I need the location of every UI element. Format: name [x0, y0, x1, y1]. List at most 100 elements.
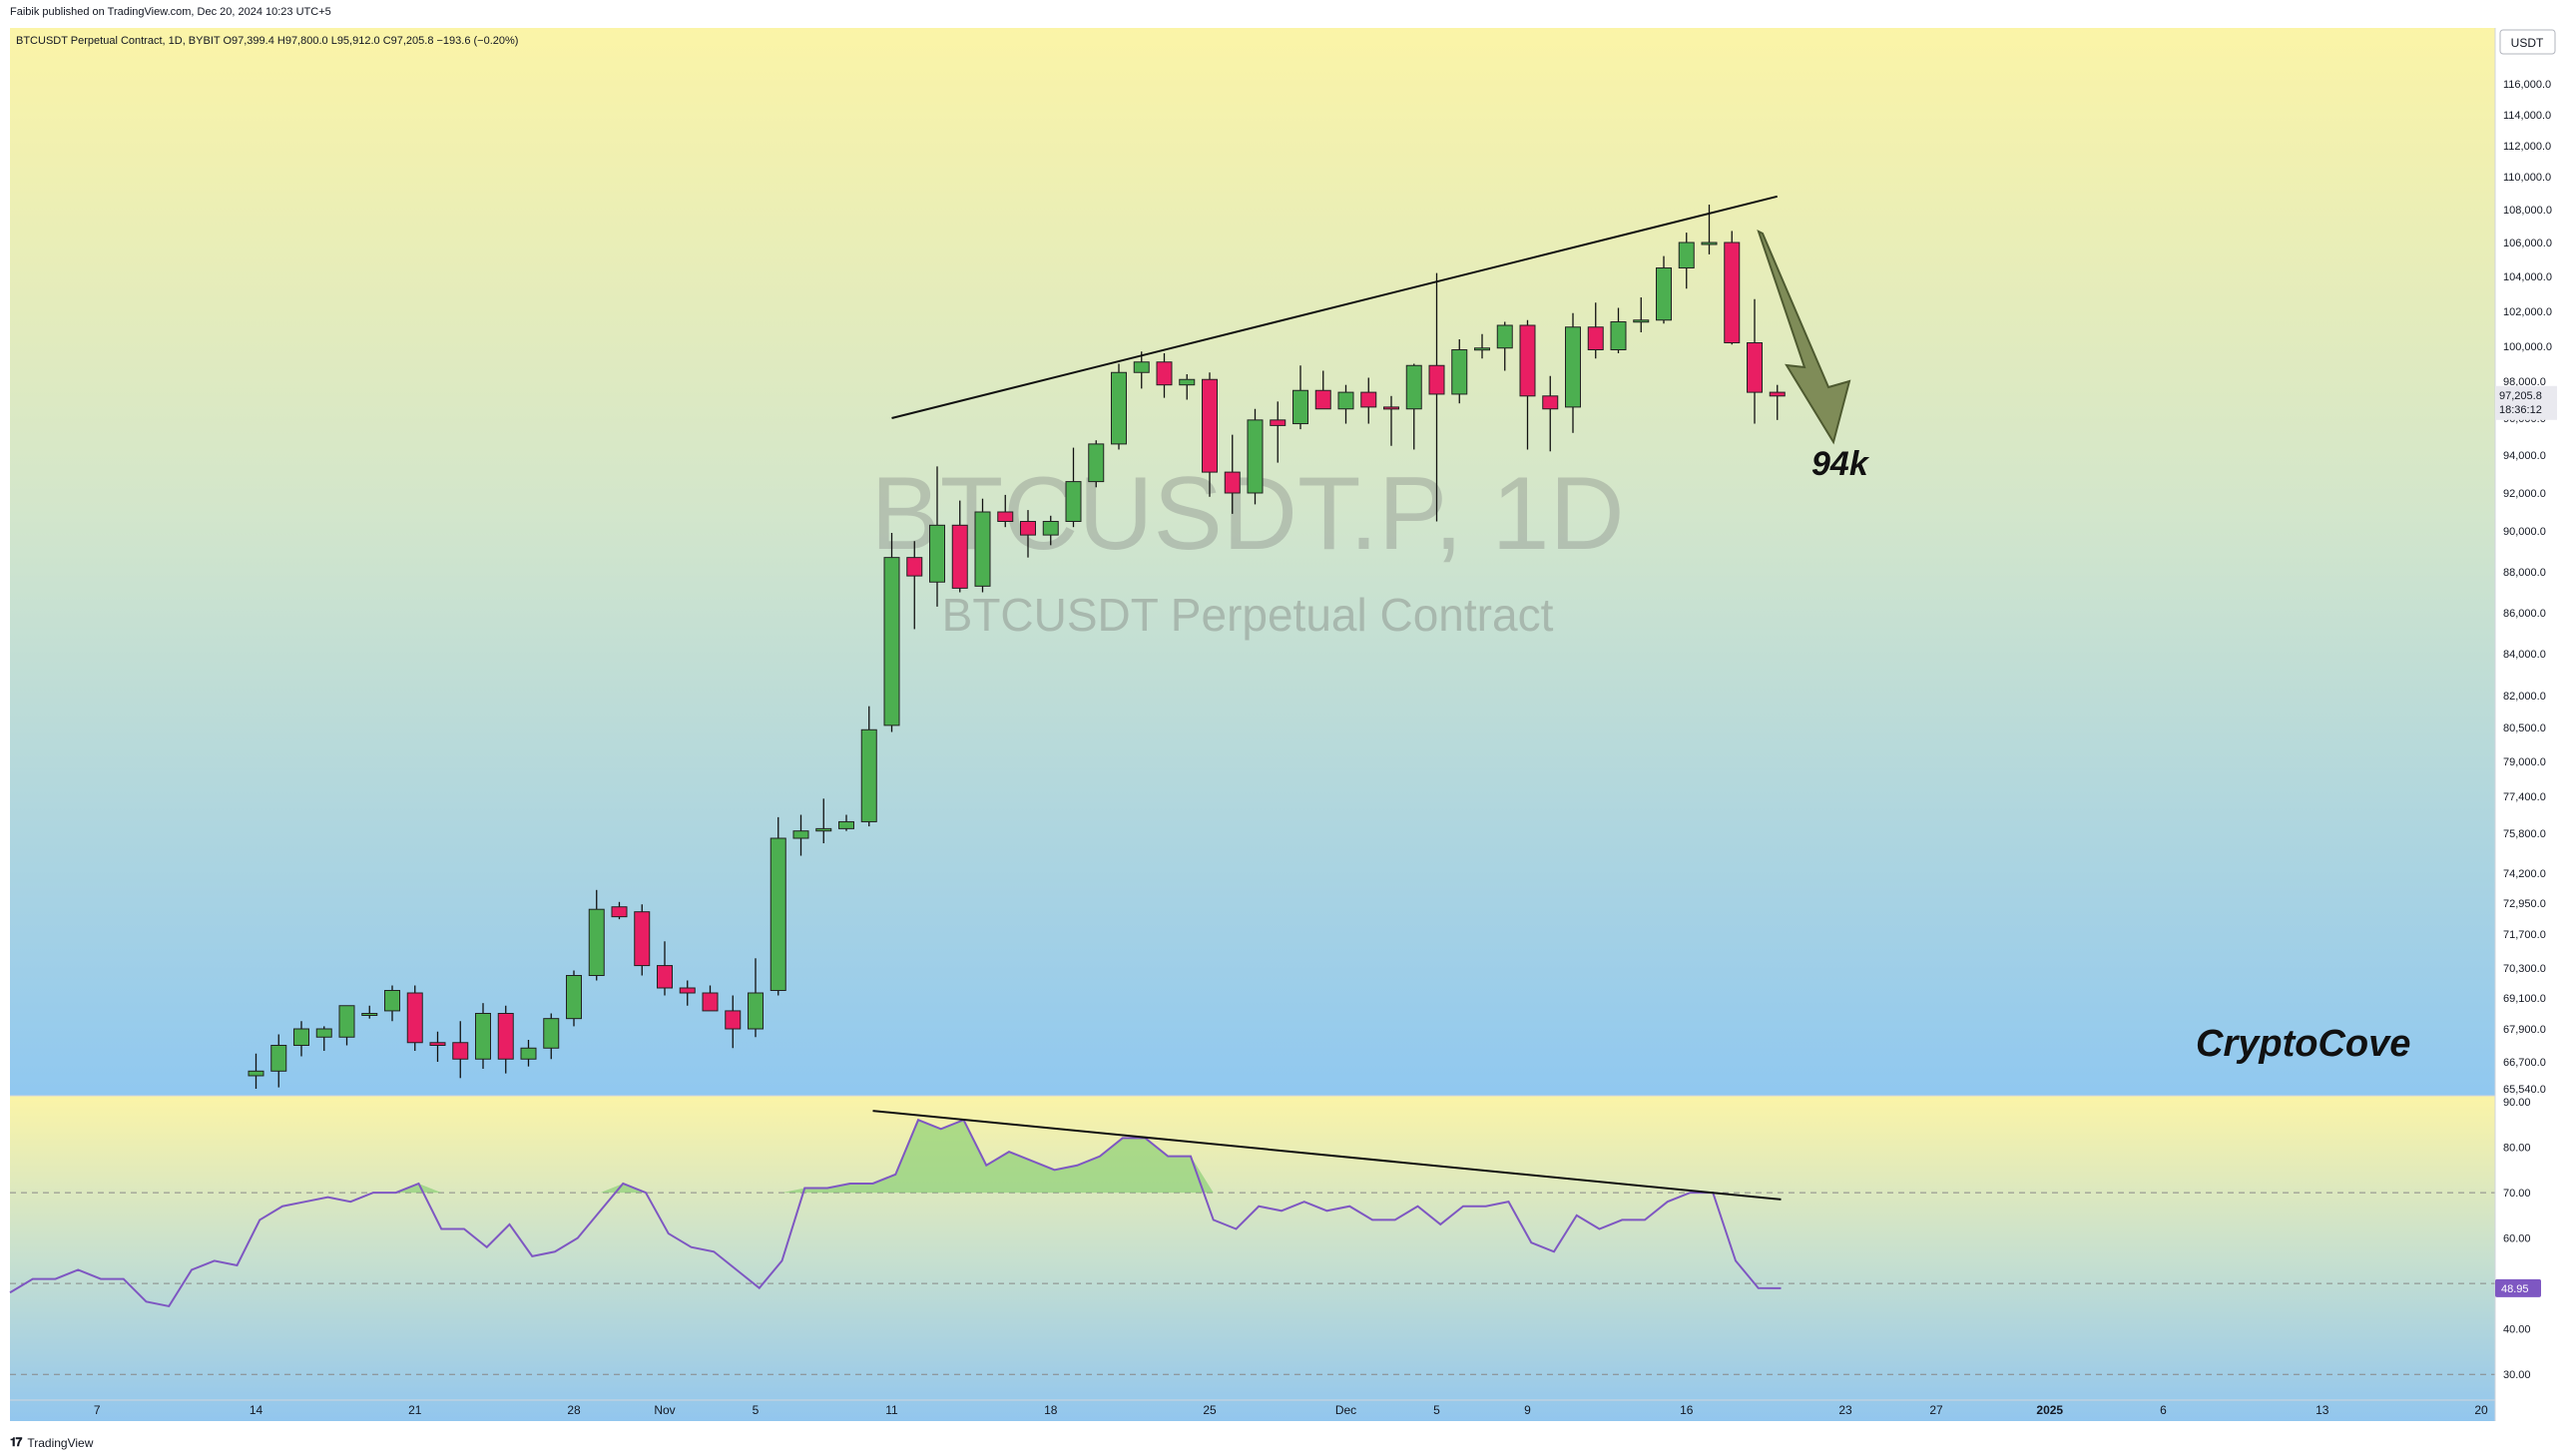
- candle: [566, 970, 582, 1027]
- candle-body-up: [1088, 443, 1105, 483]
- publisher-note: Faibik published on TradingView.com, Dec…: [10, 6, 331, 18]
- candle-body-up: [1179, 378, 1196, 386]
- price-tick-labels: 65,540.0 66,700.0 67,900.0 69,100.0 70,300.0…: [2503, 79, 2552, 1096]
- price-tick-label: 88,000.0: [2503, 567, 2546, 579]
- candle-body-up: [1678, 242, 1695, 268]
- price-tick-label: 70,300.0: [2503, 963, 2546, 975]
- candle: [1270, 401, 1287, 463]
- candle: [1519, 319, 1536, 450]
- time-tick-label: 5: [753, 1403, 760, 1417]
- candle: [361, 1005, 378, 1019]
- candle-body-up: [770, 837, 786, 991]
- candle-body-down: [1769, 391, 1786, 397]
- candle-body-up: [815, 827, 832, 832]
- time-tick-label: 23: [1838, 1403, 1852, 1417]
- candle-body-up: [1565, 326, 1581, 408]
- candle-body-down: [1360, 391, 1377, 408]
- candle: [883, 533, 900, 732]
- candle-body-down: [497, 1013, 514, 1060]
- candle: [838, 814, 854, 831]
- candle-body-down: [611, 906, 628, 918]
- candle-body-down: [951, 524, 968, 589]
- price-tick-label: 72,950.0: [2503, 898, 2546, 910]
- candle-countdown: 18:36:12: [2499, 404, 2542, 416]
- candle-body-down: [1020, 521, 1036, 536]
- candle-body-down: [634, 911, 651, 967]
- price-tick-label: 79,000.0: [2503, 756, 2546, 768]
- candle: [452, 1021, 469, 1079]
- candle-body-up: [1065, 481, 1082, 523]
- candle-body-down: [406, 992, 423, 1044]
- footer-brand[interactable]: 𝟏𝟕 TradingView: [10, 1435, 93, 1450]
- candle-body-down: [1270, 419, 1287, 426]
- candle: [520, 1040, 537, 1067]
- time-tick-label: 11: [885, 1403, 898, 1417]
- candle: [1496, 321, 1513, 371]
- candle: [792, 814, 809, 856]
- candle-body-down: [1202, 378, 1218, 473]
- target-label: 94k: [1811, 445, 1870, 483]
- candle-body-up: [1337, 391, 1354, 410]
- time-tick-label: Dec: [1335, 1403, 1356, 1417]
- time-scale[interactable]: 7 14 21 28 Nov 5 11 18 25 Dec 5 9 16 23 27 2025 6 13 20: [0, 1399, 2575, 1427]
- candle-body-up: [748, 992, 764, 1030]
- price-tick-label: 92,000.0: [2503, 488, 2546, 500]
- watermark-description: BTCUSDT Perpetual Contract: [942, 589, 1554, 641]
- candle-body-up: [1633, 319, 1650, 323]
- candle: [1678, 233, 1695, 289]
- last-price-marker: [2495, 385, 2557, 420]
- last-price-label: 97,205.8: [2499, 390, 2542, 402]
- candle-body-down: [1747, 342, 1763, 393]
- candle: [293, 1021, 309, 1057]
- candle-body-up: [1405, 364, 1422, 410]
- candle-body-down: [1587, 326, 1604, 350]
- candle-body-up: [1656, 267, 1672, 321]
- candle: [725, 995, 742, 1049]
- price-tick-label: 116,000.0: [2503, 79, 2551, 91]
- candle: [1587, 302, 1604, 359]
- price-scale[interactable]: USDT 65,540.0 66,700.0 67,900.0 69,100.0 70,…: [2494, 28, 2575, 1421]
- candle-body-up: [293, 1028, 309, 1046]
- time-tick-label: 5: [1433, 1403, 1440, 1417]
- price-scale-background: [2495, 28, 2575, 1421]
- candle-body-down: [725, 1010, 742, 1030]
- price-tick-label: 112,000.0: [2503, 141, 2551, 153]
- candle-body-down: [679, 987, 696, 994]
- candle-body-down: [1428, 364, 1445, 395]
- candle-body-up: [883, 557, 900, 727]
- candle: [929, 466, 945, 607]
- candle-body-down: [1519, 324, 1536, 397]
- candle: [1111, 363, 1127, 450]
- candle: [475, 1003, 491, 1069]
- candle: [951, 500, 968, 593]
- candle: [1224, 434, 1241, 514]
- candle: [1656, 255, 1672, 324]
- candle-body-up: [543, 1018, 560, 1049]
- candle-body-down: [1542, 395, 1559, 410]
- candle: [997, 494, 1014, 528]
- candle: [1360, 377, 1377, 424]
- candle: [1065, 447, 1082, 528]
- time-tick-label: 28: [567, 1403, 581, 1417]
- candle-body-up: [520, 1047, 537, 1060]
- candle-body-up: [1701, 242, 1718, 245]
- rsi-tick-label: 90.00: [2503, 1097, 2531, 1109]
- time-tick-label: Nov: [654, 1403, 675, 1417]
- currency-button[interactable]: [2499, 29, 2556, 55]
- ohlc-legend: BTCUSDT Perpetual Contract, 1D, BYBIT O9…: [16, 35, 518, 47]
- price-tick-label: 114,000.0: [2503, 110, 2551, 122]
- time-tick-label: 21: [408, 1403, 422, 1417]
- price-tick-label: 100,000.0: [2503, 341, 2552, 353]
- rsi-line: [9, 1118, 1782, 1308]
- price-tick-label: 90,000.0: [2503, 526, 2546, 538]
- candle: [248, 1053, 264, 1089]
- candle-body-down: [429, 1042, 446, 1046]
- currency-label: USDT: [2511, 36, 2544, 50]
- candle-body-down: [1724, 242, 1741, 343]
- candle: [1405, 363, 1422, 450]
- candle-body-up: [1610, 321, 1627, 350]
- price-tick-label: 77,400.0: [2503, 791, 2546, 803]
- candle-body-down: [906, 557, 923, 577]
- candle-body-up: [248, 1070, 264, 1077]
